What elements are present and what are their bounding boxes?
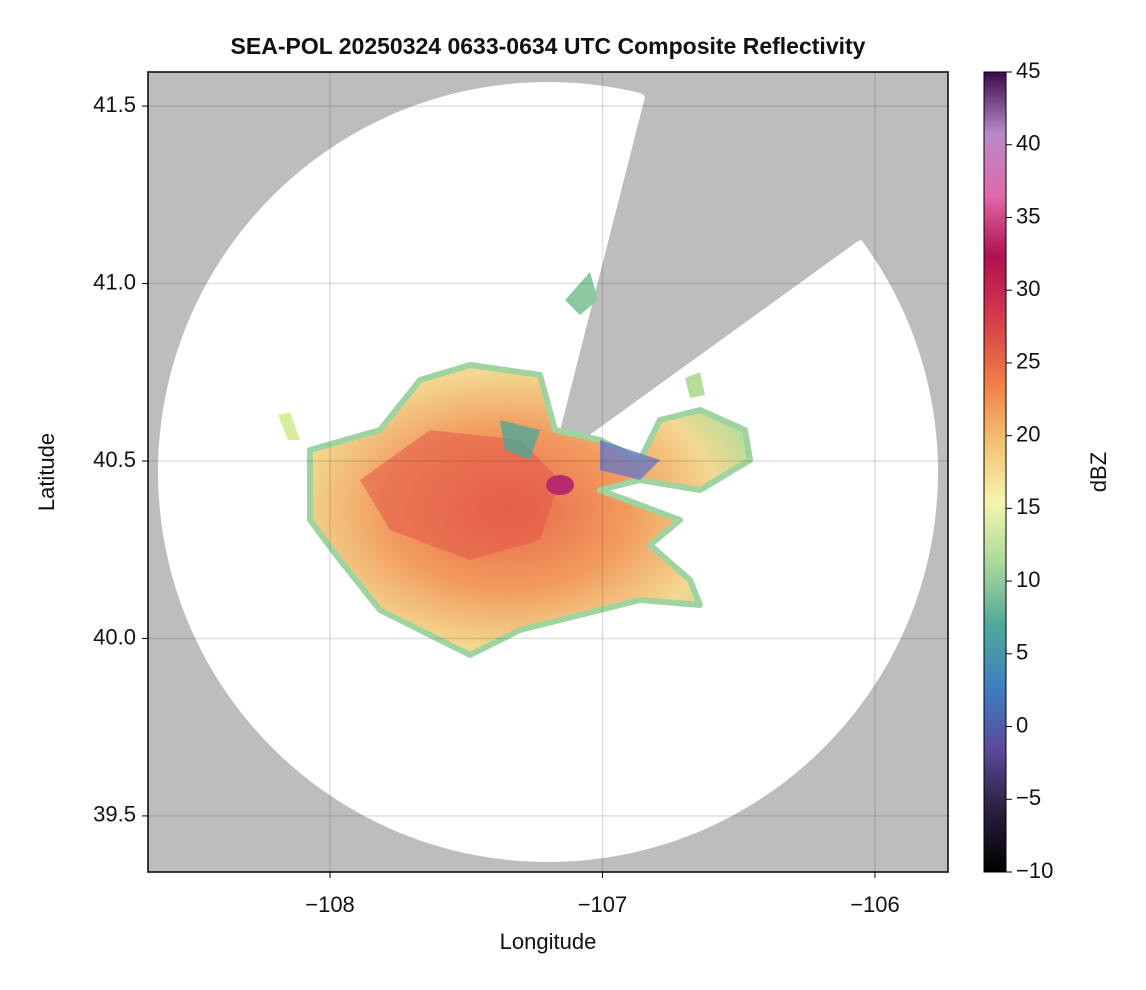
- chart-title: SEA-POL 20250324 0633-0634 UTC Composite…: [231, 33, 866, 59]
- colorbar-tick-label: −5: [1016, 785, 1041, 810]
- echo-core: [360, 430, 560, 560]
- colorbar-tick-label: 15: [1016, 494, 1040, 519]
- echo-core: [546, 475, 574, 495]
- y-tick-label: 39.5: [93, 802, 136, 827]
- colorbar-label: dBZ: [1086, 452, 1111, 492]
- y-tick-label: 40.0: [93, 624, 136, 649]
- colorbar-tick-label: 0: [1016, 712, 1028, 737]
- y-tick-label: 41.5: [93, 92, 136, 117]
- blocked-sector: [552, 72, 948, 462]
- echo-cell: [565, 272, 598, 315]
- echo-edge: [600, 440, 660, 480]
- y-axis-label: Latitude: [34, 433, 59, 511]
- x-axis-label: Longitude: [500, 929, 597, 954]
- echo-cell: [278, 412, 300, 440]
- plot-frame: [147, 71, 949, 873]
- radar-map: [148, 72, 948, 872]
- y-tick-label: 41.0: [93, 269, 136, 294]
- echo-edge: [500, 420, 540, 460]
- colorbar-tick-label: 30: [1016, 276, 1040, 301]
- colorbar-tick-label: 35: [1016, 203, 1040, 228]
- y-tick-label: 40.5: [93, 447, 136, 472]
- x-tick-label: −108: [305, 892, 355, 917]
- colorbar-tick-label: 45: [1016, 58, 1040, 83]
- colorbar-tick-label: 40: [1016, 131, 1040, 156]
- colorbar-tick-label: −10: [1016, 858, 1053, 883]
- x-tick-label: −107: [578, 892, 628, 917]
- colorbar-tick-label: 5: [1016, 640, 1028, 665]
- x-tick-label: −106: [850, 892, 900, 917]
- colorbar-tick-label: 10: [1016, 567, 1040, 592]
- colorbar: [983, 71, 1007, 873]
- colorbar-tick-label: 20: [1016, 421, 1040, 446]
- colorbar-tick-label: 25: [1016, 349, 1040, 374]
- echo-cell: [685, 372, 705, 398]
- grid: [148, 72, 948, 872]
